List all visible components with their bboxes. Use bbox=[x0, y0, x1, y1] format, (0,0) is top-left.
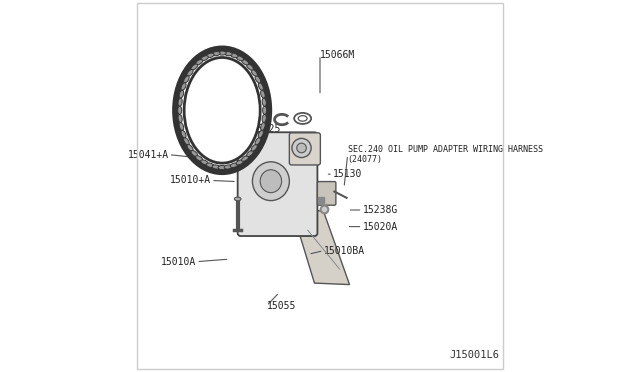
Text: 15010A: 15010A bbox=[161, 257, 196, 267]
Text: 15010+A: 15010+A bbox=[170, 176, 211, 186]
Ellipse shape bbox=[230, 163, 238, 167]
Ellipse shape bbox=[292, 138, 311, 158]
Text: 15025: 15025 bbox=[252, 124, 281, 134]
Ellipse shape bbox=[224, 165, 232, 169]
Text: 15130: 15130 bbox=[333, 169, 362, 179]
Ellipse shape bbox=[184, 138, 189, 145]
Ellipse shape bbox=[252, 162, 289, 201]
Ellipse shape bbox=[184, 58, 260, 163]
Text: 15055: 15055 bbox=[266, 301, 296, 311]
Ellipse shape bbox=[196, 60, 203, 65]
Ellipse shape bbox=[187, 144, 193, 151]
Ellipse shape bbox=[260, 170, 282, 193]
Ellipse shape bbox=[201, 160, 208, 165]
Text: 15041+A: 15041+A bbox=[127, 150, 168, 160]
Text: 15238G: 15238G bbox=[362, 205, 397, 215]
Ellipse shape bbox=[241, 60, 249, 65]
Ellipse shape bbox=[191, 64, 198, 70]
Ellipse shape bbox=[178, 115, 182, 122]
Ellipse shape bbox=[178, 98, 182, 106]
Ellipse shape bbox=[255, 76, 260, 83]
Ellipse shape bbox=[259, 83, 263, 90]
Ellipse shape bbox=[246, 151, 253, 157]
Ellipse shape bbox=[297, 143, 307, 153]
Ellipse shape bbox=[260, 122, 265, 130]
Ellipse shape bbox=[206, 53, 214, 58]
Ellipse shape bbox=[230, 53, 238, 58]
Ellipse shape bbox=[212, 165, 220, 169]
Ellipse shape bbox=[224, 52, 232, 56]
Ellipse shape bbox=[241, 155, 249, 161]
Ellipse shape bbox=[181, 130, 186, 138]
Text: 15020A: 15020A bbox=[362, 222, 397, 232]
Ellipse shape bbox=[251, 70, 257, 76]
Ellipse shape bbox=[218, 166, 226, 170]
Ellipse shape bbox=[187, 70, 193, 76]
Text: 15066M: 15066M bbox=[320, 50, 355, 60]
Ellipse shape bbox=[262, 115, 266, 122]
Ellipse shape bbox=[260, 90, 265, 98]
Ellipse shape bbox=[179, 90, 184, 98]
Ellipse shape bbox=[259, 130, 263, 138]
FancyBboxPatch shape bbox=[289, 133, 321, 165]
FancyBboxPatch shape bbox=[317, 182, 336, 205]
Ellipse shape bbox=[246, 64, 253, 70]
FancyBboxPatch shape bbox=[237, 132, 317, 236]
Text: 15010BA: 15010BA bbox=[324, 246, 365, 256]
Ellipse shape bbox=[196, 155, 203, 161]
Ellipse shape bbox=[234, 197, 241, 201]
Text: SEC.240 OIL PUMP ADAPTER WIRING HARNESS
(24077): SEC.240 OIL PUMP ADAPTER WIRING HARNESS … bbox=[348, 145, 543, 164]
Ellipse shape bbox=[236, 56, 244, 61]
Ellipse shape bbox=[255, 138, 260, 145]
Polygon shape bbox=[291, 205, 349, 285]
Ellipse shape bbox=[206, 163, 214, 167]
Ellipse shape bbox=[236, 160, 244, 165]
Ellipse shape bbox=[184, 76, 189, 83]
Ellipse shape bbox=[178, 106, 182, 114]
Text: J15001L6: J15001L6 bbox=[449, 350, 499, 359]
Ellipse shape bbox=[262, 106, 267, 114]
Ellipse shape bbox=[251, 144, 257, 151]
Ellipse shape bbox=[218, 51, 226, 55]
Ellipse shape bbox=[262, 98, 266, 106]
Ellipse shape bbox=[212, 52, 220, 56]
Ellipse shape bbox=[201, 56, 208, 61]
Ellipse shape bbox=[179, 122, 184, 130]
Ellipse shape bbox=[181, 83, 186, 90]
Ellipse shape bbox=[191, 151, 198, 157]
